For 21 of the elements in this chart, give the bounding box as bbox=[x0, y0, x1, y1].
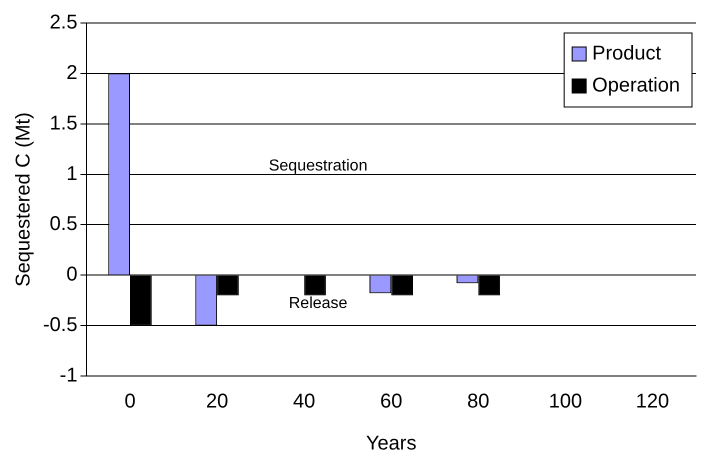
y-axis-title: Sequestered C (Mt) bbox=[12, 112, 35, 287]
y-tick-label: -0.5 bbox=[42, 314, 78, 336]
x-axis-title: Years bbox=[366, 432, 416, 455]
legend-label: Product bbox=[592, 42, 662, 65]
annotation: Sequestration bbox=[268, 157, 368, 174]
x-tick-label: 80 bbox=[467, 390, 490, 413]
x-tick-label: 40 bbox=[293, 390, 316, 413]
x-tick-label: 20 bbox=[206, 390, 228, 413]
x-tick-label: 100 bbox=[548, 390, 582, 413]
y-tick-label: 1.5 bbox=[50, 112, 78, 134]
annotation: Release bbox=[288, 295, 348, 312]
x-tick-label: 0 bbox=[124, 390, 136, 413]
y-tick-label: 2 bbox=[66, 62, 78, 84]
x-tick-label: 60 bbox=[380, 390, 402, 413]
x-tick-label: 120 bbox=[636, 390, 670, 413]
y-tick-label: -1 bbox=[60, 364, 78, 387]
y-tick-label: 0.5 bbox=[50, 213, 78, 236]
y-tick-label: 0 bbox=[66, 264, 78, 286]
y-tick-label: 2.5 bbox=[50, 12, 78, 34]
y-tick-label: 1 bbox=[66, 162, 78, 185]
legend-label: Operation bbox=[592, 74, 680, 97]
